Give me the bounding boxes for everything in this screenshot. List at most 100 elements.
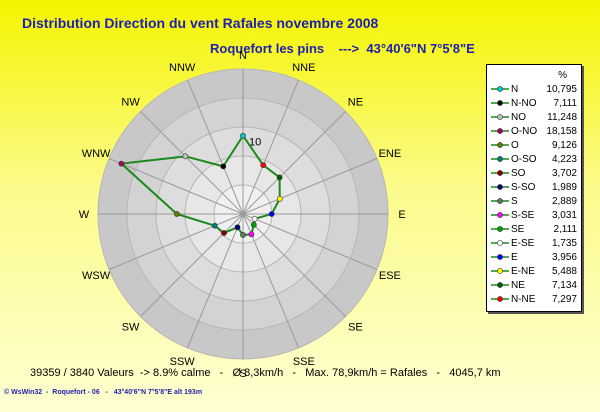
direction-label-sse: SSE [293, 356, 315, 368]
legend-dot [497, 128, 503, 134]
legend-entry: SO 3,702 [487, 166, 581, 182]
legend-name: SO [511, 168, 526, 179]
spoke-se [242, 213, 346, 317]
legend-name: NO [511, 112, 526, 123]
legend-name: SE [511, 224, 525, 235]
direction-label-sw: SW [122, 321, 140, 333]
legend-dot [497, 282, 503, 288]
legend-value: 3,702 [551, 168, 577, 179]
data-point-e [268, 211, 275, 217]
legend-value: 3,956 [551, 252, 577, 263]
legend-value: 3,031 [551, 210, 577, 221]
legend-entry: E-NE 5,488 [487, 264, 581, 280]
legend-marker [491, 296, 509, 302]
legend-dot [497, 198, 503, 204]
direction-label-ese: ESE [379, 270, 401, 282]
legend-name: N [511, 84, 519, 95]
legend-entry: N 10,795 [487, 82, 581, 98]
legend-marker [491, 114, 509, 120]
legend-marker [491, 86, 509, 92]
direction-label-s: S [239, 368, 246, 380]
legend-name: E [511, 252, 518, 263]
legend-name: E-SE [511, 238, 535, 249]
legend-dot [497, 114, 503, 120]
spoke-wnw [108, 158, 244, 215]
spoke-nne [242, 79, 299, 215]
legend-entry: E 3,956 [487, 250, 581, 266]
spoke-ese [242, 213, 378, 270]
footer-credit: © WsWin32 - Roquefort - 06 - 43°40'6"N 7… [4, 389, 203, 396]
legend-marker [491, 100, 509, 106]
legend-value: 7,111 [553, 98, 577, 109]
spoke-nw [140, 111, 244, 215]
data-point-n [240, 132, 246, 139]
spoke-nnw [187, 79, 244, 215]
direction-label-e: E [398, 209, 405, 221]
legend-name: O [511, 140, 519, 151]
legend-entry: NE 7,134 [487, 278, 581, 294]
ring-label: 10 [249, 137, 261, 149]
legend-value: 5,488 [551, 266, 577, 277]
data-point-ne [276, 174, 283, 181]
legend-dot [497, 212, 503, 218]
data-point-nnw [220, 163, 227, 170]
legend-value: 2,889 [551, 196, 577, 207]
direction-label-wsw: WSW [82, 270, 111, 282]
legend-marker [491, 170, 509, 176]
direction-label-nw: NW [121, 97, 140, 109]
legend-dot [497, 156, 503, 162]
legend-entry: S 2,889 [487, 194, 581, 210]
legend-dot [497, 170, 503, 176]
spoke-wsw [108, 213, 244, 270]
legend-marker [491, 254, 509, 260]
legend-name: S-SE [511, 210, 535, 221]
legend-entry: NO 11,248 [487, 110, 581, 126]
legend-unit: % [558, 70, 567, 81]
legend-dot [497, 184, 503, 190]
legend-value: 10,795 [546, 84, 577, 95]
spoke-ssw [187, 213, 244, 349]
legend-name: N-NE [511, 294, 536, 305]
legend-entry: O-NO 18,158 [487, 124, 581, 140]
legend-marker [491, 268, 509, 274]
legend-value: 7,134 [551, 280, 577, 291]
legend-marker [491, 142, 509, 148]
legend-value: 4,223 [551, 154, 577, 165]
legend-entry: SE 2,111 [487, 222, 581, 238]
spoke-ene [242, 158, 378, 215]
legend-name: O-NO [511, 126, 538, 137]
legend-entry: N-NE 7,297 [487, 292, 581, 308]
legend-marker [491, 198, 509, 204]
legend-marker [491, 184, 509, 190]
data-point-w [173, 211, 180, 217]
legend-dot [497, 296, 503, 302]
chart-title: Distribution Direction du vent Rafales n… [22, 15, 379, 31]
data-point-nne [260, 162, 267, 169]
legend-entry: N-NO 7,111 [487, 96, 581, 112]
legend-value: 1,989 [551, 182, 577, 193]
direction-label-w: W [79, 209, 90, 221]
legend-dot [497, 240, 503, 246]
legend-value: 18,158 [546, 126, 577, 137]
legend-name: N-NO [511, 98, 537, 109]
spoke-ne [242, 111, 346, 215]
direction-label-nne: NNE [292, 62, 315, 74]
legend-marker [491, 226, 509, 232]
legend-marker [491, 128, 509, 134]
legend-marker [491, 282, 509, 288]
direction-label-ene: ENE [379, 148, 402, 160]
legend-value: 9,126 [551, 140, 577, 151]
data-point-sw [221, 230, 227, 236]
legend-marker [491, 240, 509, 246]
legend-value: 11,248 [547, 112, 577, 123]
legend-name: NE [511, 280, 525, 291]
legend-dot [497, 100, 503, 106]
legend-name: S [511, 196, 518, 207]
direction-label-ssw: SSW [170, 356, 196, 368]
legend-dot [497, 226, 503, 232]
legend-value: 7,297 [551, 294, 577, 305]
legend-dot [497, 254, 503, 260]
direction-label-ne: NE [348, 97, 363, 109]
legend: % N 10,795 N-NO 7,111 NO 11,248 O-NO 18,158 O 9,1… [486, 64, 582, 312]
